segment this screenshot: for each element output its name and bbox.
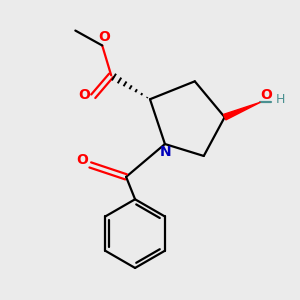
Text: N: N: [160, 146, 172, 159]
Text: H: H: [276, 93, 285, 106]
Polygon shape: [224, 102, 260, 120]
Text: O: O: [78, 88, 90, 102]
Text: O: O: [260, 88, 272, 102]
Text: O: O: [76, 154, 88, 167]
Text: O: O: [98, 29, 110, 44]
